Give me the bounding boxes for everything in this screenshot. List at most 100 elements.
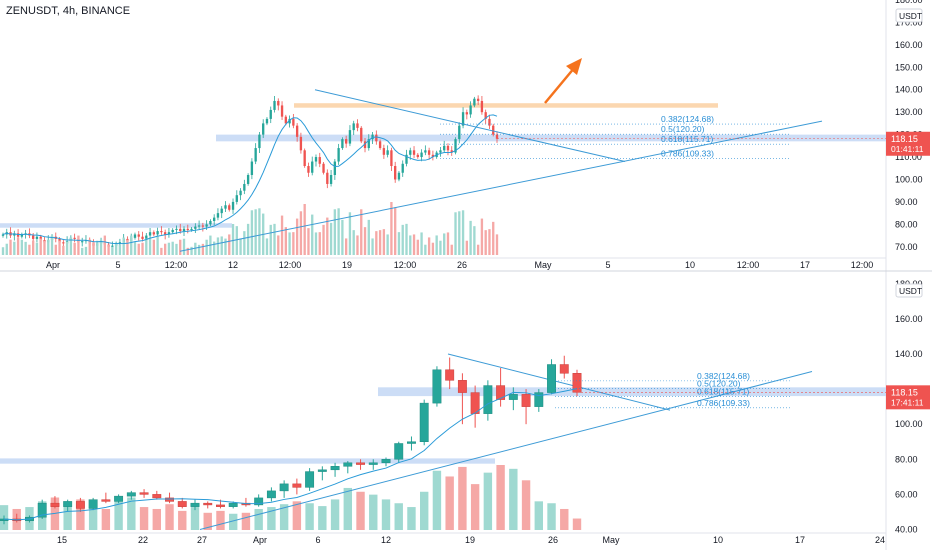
candle-1d (216, 504, 225, 507)
candle-4h (375, 134, 378, 142)
chart-1-x-tick: 12 (228, 260, 238, 270)
candle-1d (496, 385, 506, 400)
candle-1d (203, 502, 213, 506)
volume-4h-bar (480, 218, 484, 255)
candle-1d (534, 392, 544, 407)
candle-4h (284, 116, 287, 124)
candle-1d (368, 462, 378, 465)
candle-4h (424, 150, 427, 153)
volume-4h-bar (31, 240, 35, 255)
candle-4h (231, 201, 235, 210)
chart-2-y-unit: USDT (899, 286, 922, 296)
volume-4h-bar (492, 221, 495, 255)
volume-4h-bar (62, 245, 65, 255)
volume-4h-bar (420, 232, 423, 255)
candle-4h (292, 118, 295, 126)
volume-1d-bar (521, 480, 531, 530)
candle-4h (201, 225, 205, 227)
volume-1d-bar (254, 508, 263, 530)
volume-4h-bar (439, 240, 442, 255)
candle-4h (194, 226, 197, 229)
bullish-arrow (544, 66, 576, 104)
ascending-trendline-1d (199, 371, 813, 530)
volume-4h-bar (84, 246, 88, 255)
candle-4h (390, 150, 393, 167)
candle-4h (454, 139, 457, 153)
volume-4h-bar (179, 239, 182, 255)
candle-4h (469, 105, 472, 115)
candle-4h (35, 236, 39, 239)
volume-4h-bar (96, 240, 99, 255)
candle-4h (386, 150, 389, 155)
candle-1d (139, 492, 149, 495)
volume-4h-bar (280, 215, 284, 255)
ascending-trendline-4h (179, 120, 823, 252)
volume-1d-bar (547, 503, 556, 530)
chart-2-y-tick: 140.00 (895, 349, 923, 359)
volume-4h-bar (133, 241, 137, 255)
volume-4h-bar (378, 230, 382, 255)
volume-4h-bar (431, 242, 435, 255)
candle-1d (407, 441, 416, 444)
candle-1d (266, 490, 276, 499)
volume-4h-bar (484, 230, 487, 255)
volume-1d-bar (76, 499, 85, 530)
candle-4h (1, 234, 5, 236)
candle-4h (431, 154, 435, 158)
candle-4h (360, 127, 363, 142)
volume-1d-bar (203, 512, 212, 530)
volume-4h-bar (273, 223, 276, 255)
volume-4h-bar (307, 228, 310, 255)
volume-4h-bar (348, 212, 352, 255)
candle-4h (367, 139, 370, 149)
candle-4h (190, 228, 193, 230)
volume-4h-bar (458, 211, 461, 255)
volume-4h-bar (114, 242, 118, 255)
candle-4h (273, 100, 276, 110)
volume-1d-bar (560, 508, 569, 530)
candle-4h (488, 118, 491, 126)
volume-4h-bar (220, 236, 223, 255)
chart-1-x-tick: May (534, 260, 552, 270)
volume-4h-bar (152, 239, 156, 255)
chart-2-unit-box (895, 283, 923, 298)
volume-4h-bar (394, 207, 397, 255)
volume-1d-bar (572, 518, 582, 530)
candle-4h (13, 233, 16, 236)
candle-1d (165, 497, 174, 502)
candle-4h (307, 166, 310, 173)
chart-1-x-tick: 12:00 (279, 260, 302, 270)
candle-4h (141, 236, 144, 239)
candle-1d (254, 497, 264, 506)
volume-1d-bar (343, 487, 353, 530)
chart-1-x-tick: Apr (46, 260, 60, 270)
candle-1d (356, 462, 365, 465)
fib-level-label: 0.618(115.71) (661, 134, 713, 144)
candle-4h (461, 112, 465, 126)
volume-4h-bar (382, 229, 386, 255)
candle-4h (405, 154, 408, 164)
chart-1-y-tick: 70.00 (895, 242, 918, 252)
candle-4h (197, 225, 201, 227)
volume-4h-bar (443, 233, 446, 255)
volume-4h-bar (141, 242, 144, 255)
candle-4h (465, 112, 469, 115)
chart-2-x-tick: Apr (253, 535, 267, 545)
candle-1d (317, 469, 327, 472)
chart-2-y-tick: 160.00 (895, 314, 923, 324)
bar-countdown-1d: 17:41:11 (891, 397, 924, 407)
candle-4h (250, 161, 254, 175)
volume-4h-bar (469, 220, 472, 255)
candle-4h (160, 231, 163, 233)
volume-4h-bar (246, 223, 250, 255)
candle-4h (258, 134, 261, 149)
volume-4h-bar (265, 238, 269, 255)
candle-4h (378, 141, 382, 149)
candle-4h (416, 154, 419, 158)
candle-1d (50, 502, 60, 507)
volume-4h-bar (47, 239, 50, 255)
candle-1d (381, 459, 391, 464)
volume-1d-bar (292, 501, 302, 530)
